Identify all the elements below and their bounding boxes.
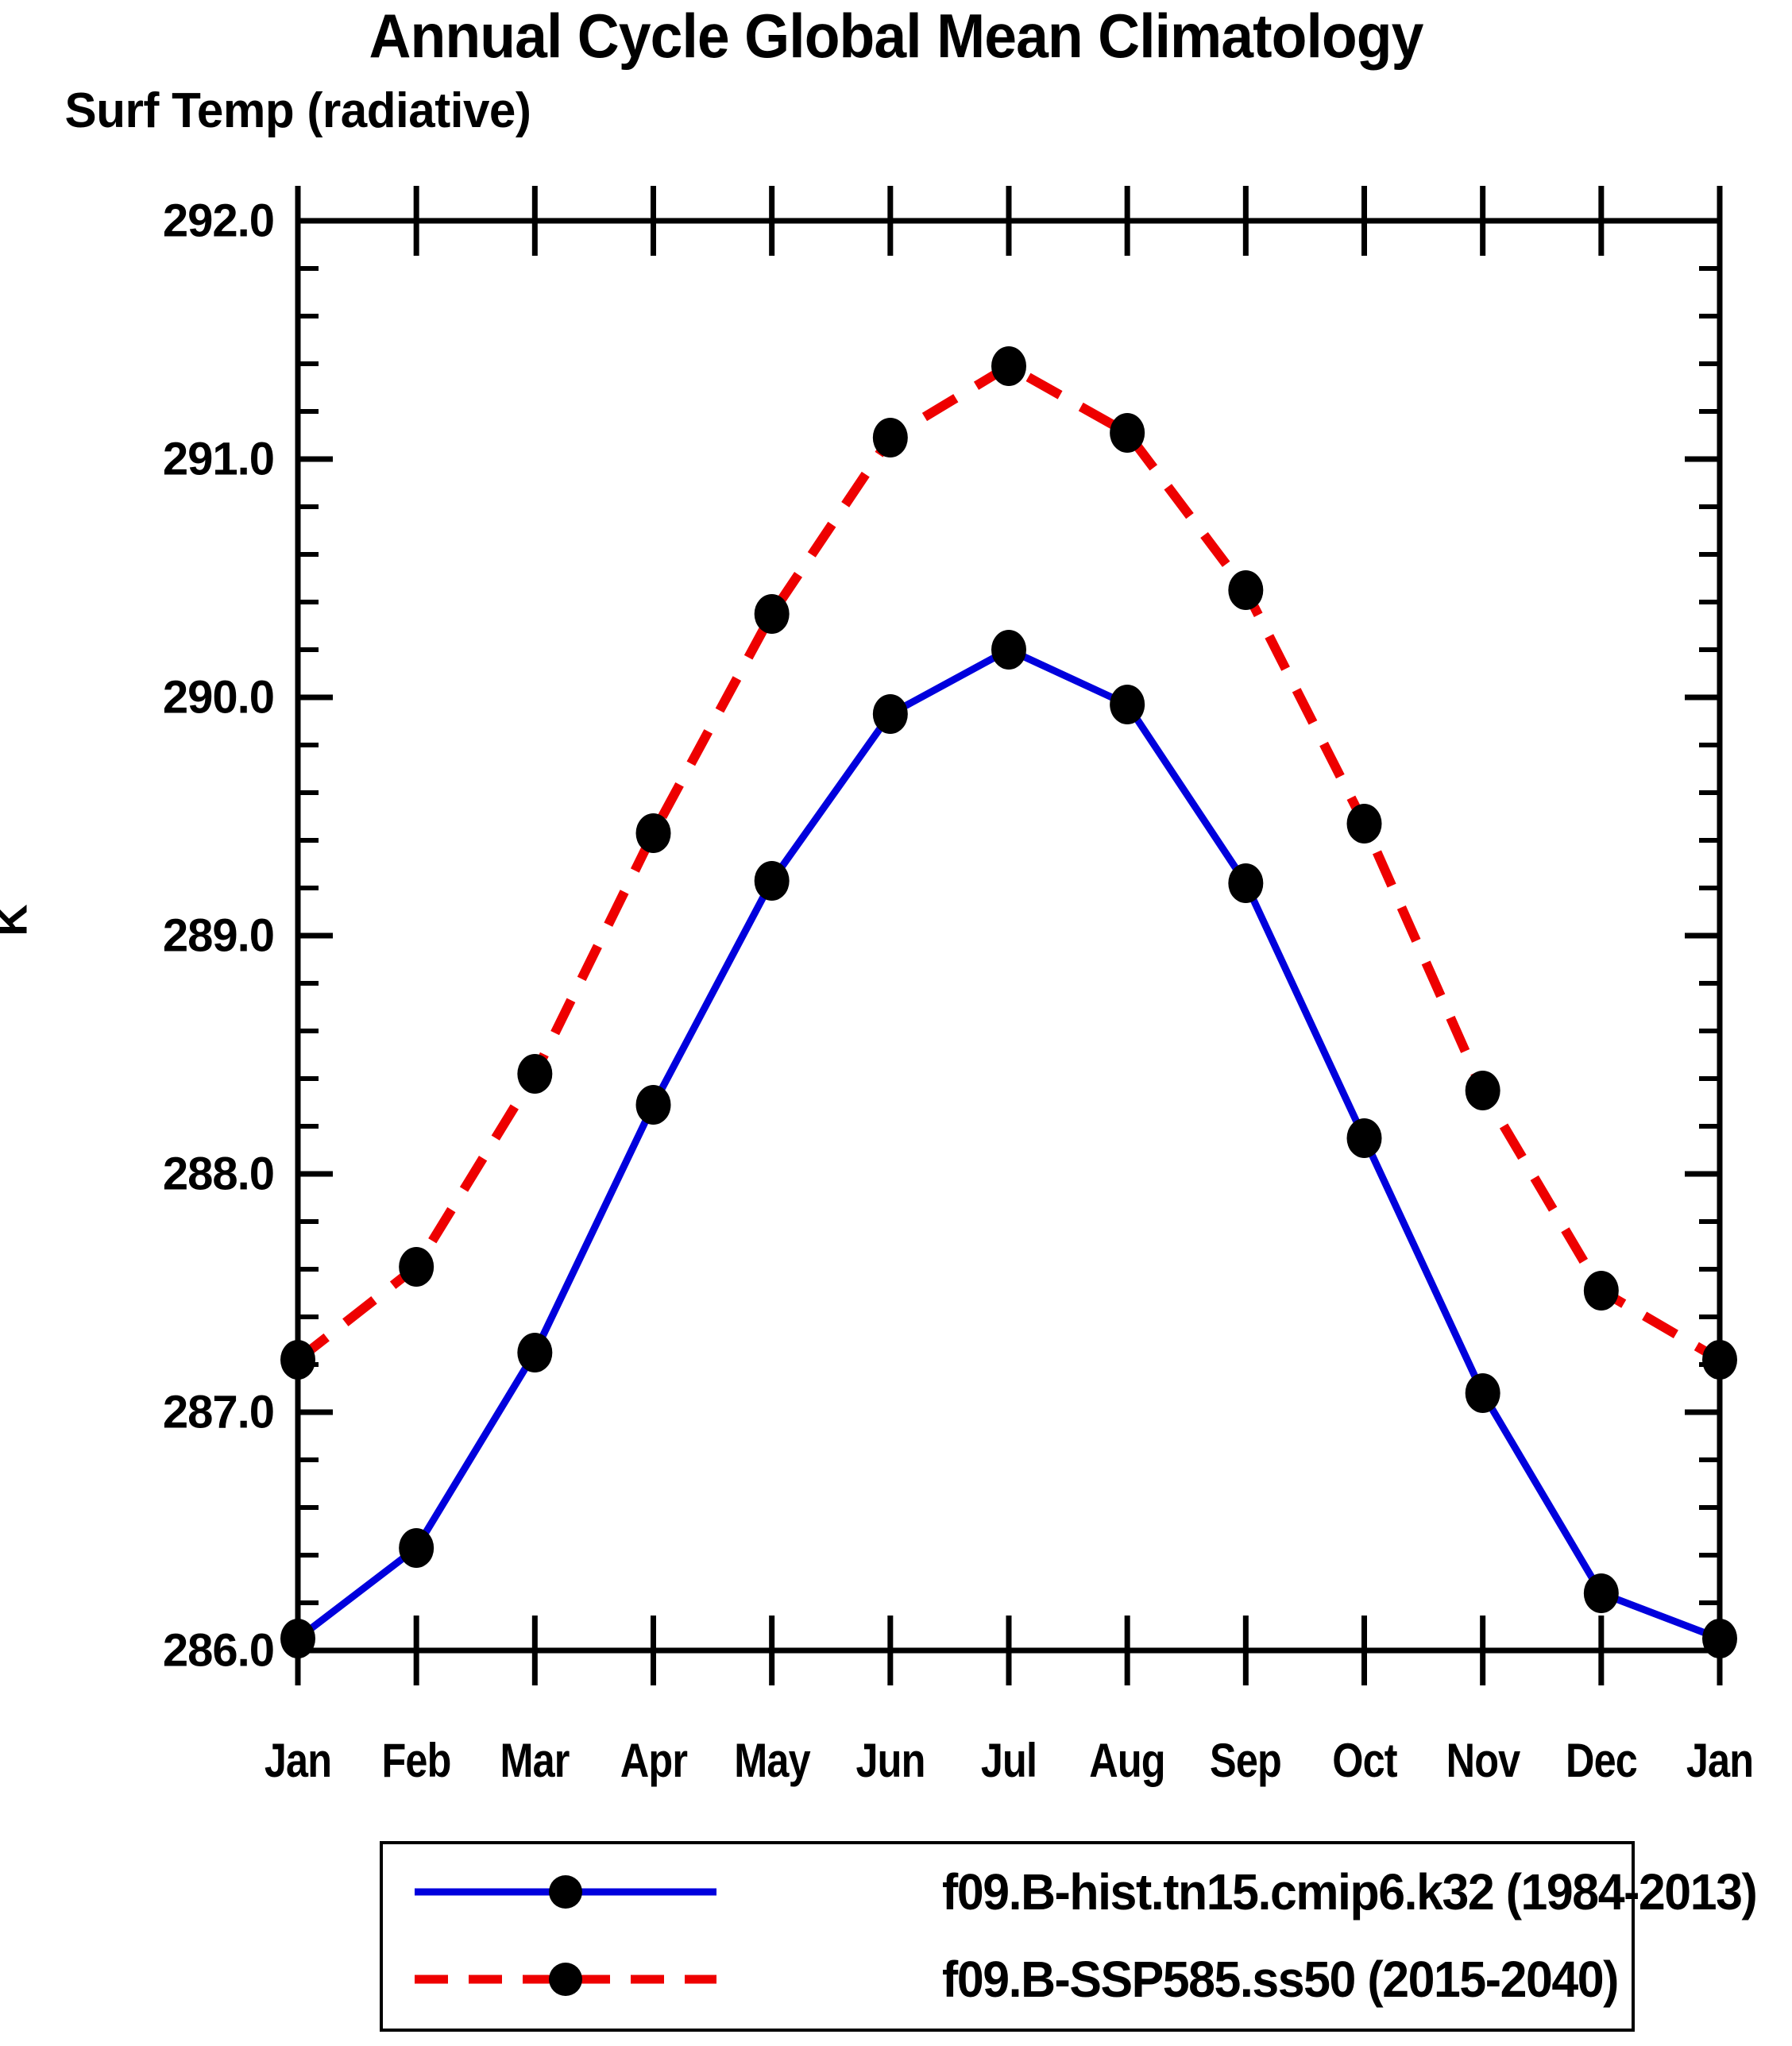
y-tick-label: 288.0 bbox=[162, 1148, 275, 1200]
x-tick-label: Apr bbox=[620, 1734, 687, 1787]
data-point-0 bbox=[517, 1333, 553, 1372]
data-point-0 bbox=[1110, 685, 1145, 724]
x-tick-label: Sep bbox=[1210, 1734, 1282, 1787]
series-line-0 bbox=[295, 645, 1721, 1643]
y-tick-label: 289.0 bbox=[162, 909, 275, 962]
legend-swatch-ssp585 bbox=[415, 1963, 716, 1996]
x-tick-label: Jun bbox=[855, 1734, 925, 1787]
data-point-1 bbox=[280, 1340, 315, 1380]
data-point-0 bbox=[635, 1085, 671, 1125]
y-tick-label: 290.0 bbox=[162, 671, 275, 724]
y-tick-label: 291.0 bbox=[162, 433, 275, 485]
legend-label-ssp585: f09.B-SSP585.ss50 (2015-2040) bbox=[942, 1951, 1619, 2008]
data-point-0 bbox=[1228, 863, 1264, 903]
data-point-1 bbox=[1583, 1271, 1619, 1311]
x-tick-label: Dec bbox=[1565, 1734, 1638, 1787]
data-point-0 bbox=[1465, 1373, 1500, 1413]
data-point-0 bbox=[280, 1619, 315, 1658]
x-tick-label: Jan bbox=[264, 1734, 332, 1787]
data-point-1 bbox=[754, 594, 790, 634]
data-point-1 bbox=[991, 346, 1026, 386]
data-point-1 bbox=[1465, 1071, 1500, 1110]
data-point-1 bbox=[1702, 1340, 1737, 1380]
x-tick-label: Nov bbox=[1446, 1734, 1520, 1787]
data-point-0 bbox=[1583, 1573, 1619, 1613]
x-tick-label: Feb bbox=[381, 1734, 452, 1787]
data-point-0 bbox=[754, 861, 790, 901]
data-point-1 bbox=[1110, 413, 1145, 453]
data-point-1 bbox=[635, 813, 671, 853]
x-tick-label: Mar bbox=[500, 1734, 570, 1787]
legend-item-ssp585[interactable]: f09.B-SSP585.ss50 (2015-2040) bbox=[383, 1940, 1632, 2019]
data-point-0 bbox=[991, 630, 1026, 670]
x-tick-label: Aug bbox=[1089, 1734, 1165, 1787]
x-tick-label: Jul bbox=[980, 1734, 1037, 1787]
y-tick-label: 292.0 bbox=[162, 195, 275, 247]
x-tick-label: May bbox=[733, 1734, 810, 1787]
x-tick-label: Oct bbox=[1331, 1734, 1397, 1787]
data-point-0 bbox=[399, 1528, 434, 1568]
data-point-1 bbox=[517, 1054, 553, 1094]
chart-title: Annual Cycle Global Mean Climatology bbox=[369, 1, 1424, 71]
x-tick-label: Jan bbox=[1686, 1734, 1754, 1787]
series-line-1 bbox=[295, 361, 1723, 1365]
data-point-1 bbox=[1346, 804, 1382, 843]
legend-label-hist: f09.B-hist.tn15.cmip6.k32 (1984-2013) bbox=[942, 1863, 1758, 1921]
data-point-0 bbox=[872, 694, 908, 734]
data-point-0 bbox=[1346, 1118, 1382, 1158]
legend: f09.B-hist.tn15.cmip6.k32 (1984-2013) f0… bbox=[380, 1841, 1758, 2032]
chart-subtitle: Surf Temp (radiative) bbox=[64, 83, 531, 138]
data-point-1 bbox=[399, 1247, 434, 1287]
data-point-0 bbox=[1702, 1619, 1737, 1658]
data-point-1 bbox=[872, 418, 908, 457]
y-tick-label: 286.0 bbox=[162, 1624, 275, 1677]
legend-item-hist[interactable]: f09.B-hist.tn15.cmip6.k32 (1984-2013) bbox=[383, 1852, 1758, 1932]
data-point-1 bbox=[1228, 570, 1264, 610]
y-tick-label: 287.0 bbox=[162, 1386, 275, 1438]
legend-swatch-hist bbox=[415, 1875, 716, 1909]
